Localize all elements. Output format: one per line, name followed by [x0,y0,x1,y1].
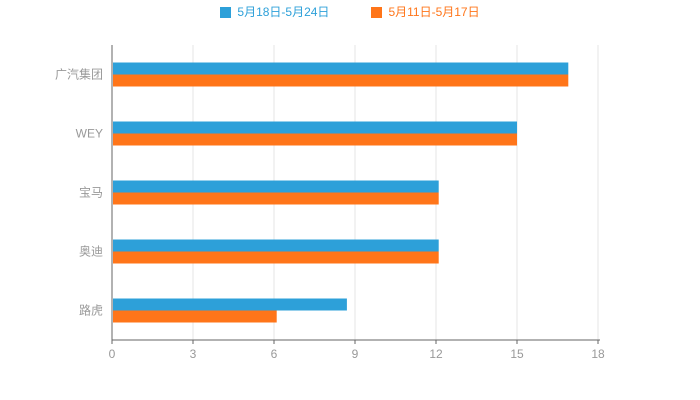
category-label: WEY [76,127,103,141]
bar [113,62,569,75]
bar [113,180,439,193]
bar [113,133,517,146]
legend-item-1[interactable]: 5月11日-5月17日 [371,5,480,19]
bar [113,251,439,264]
legend-marker-icon [371,6,383,18]
x-tick-label: 3 [190,347,197,361]
x-tick-label: 6 [271,347,278,361]
bar [113,192,439,205]
bar [113,298,347,311]
bar [113,310,277,323]
legend-marker-icon [220,6,232,18]
category-label: 广汽集团 [55,67,103,82]
x-tick-label: 18 [591,347,605,361]
chart-legend: 5月18日-5月24日 5月11日-5月17日 [0,6,700,18]
bar [113,74,569,87]
x-tick-label: 12 [429,347,443,361]
legend-label: 5月11日-5月17日 [388,5,480,19]
x-tick-label: 9 [352,347,359,361]
category-label: 奥迪 [79,245,103,259]
x-tick-label: 15 [510,347,524,361]
category-label: 路虎 [79,303,103,318]
legend-label: 5月18日-5月24日 [237,5,330,19]
legend-item-0[interactable]: 5月18日-5月24日 [220,6,329,18]
bar [113,239,439,252]
bar [113,121,517,134]
x-tick-label: 0 [109,347,116,361]
category-label: 宝马 [79,186,103,200]
